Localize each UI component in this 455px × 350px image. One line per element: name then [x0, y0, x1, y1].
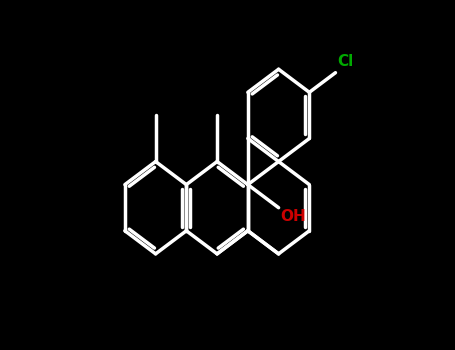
Text: Cl: Cl: [337, 54, 354, 69]
Text: OH: OH: [280, 209, 306, 224]
